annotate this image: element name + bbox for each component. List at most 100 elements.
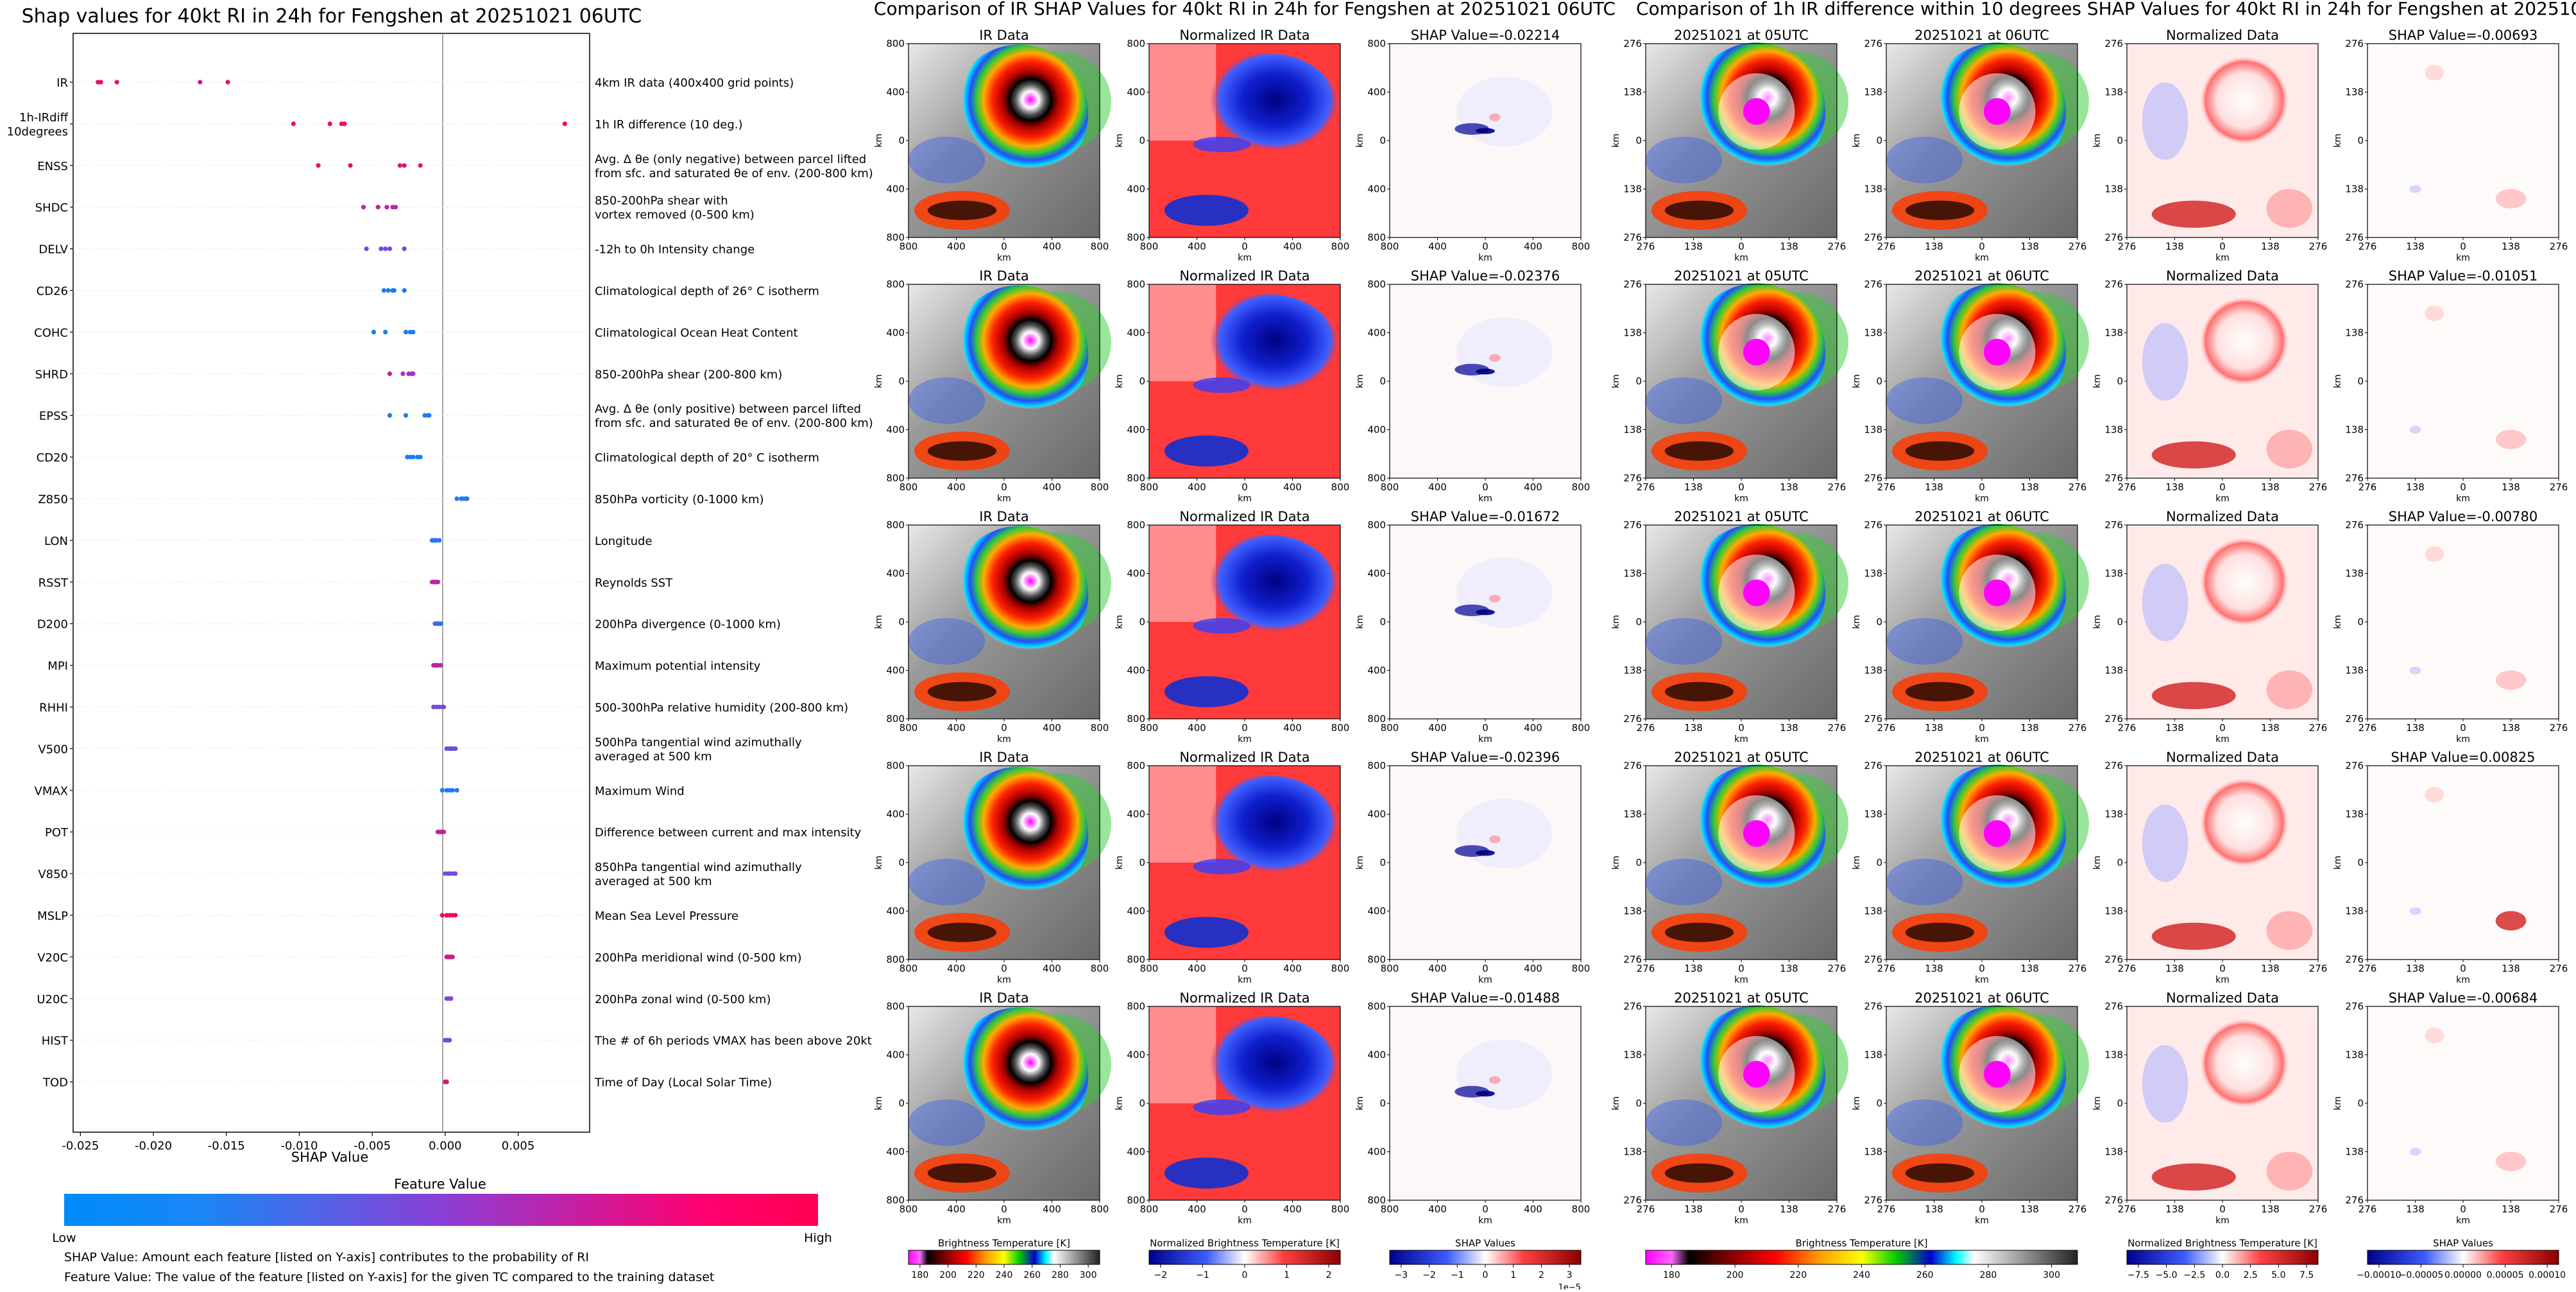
y-tick-label: 400 <box>1367 184 1386 195</box>
colorbar-tick-label: 220 <box>968 1270 985 1280</box>
x-tick-label: 0 <box>2219 722 2226 734</box>
x-axis-label: km <box>1238 253 1252 263</box>
y-tick-label: 800 <box>886 954 905 965</box>
shap-negative-core <box>1476 368 1495 375</box>
cloud-band-core <box>1905 1163 1975 1183</box>
y-tick-label: 800 <box>886 38 905 49</box>
y-tick-label: 138 <box>1623 184 1642 195</box>
y-tick-label: 0 <box>1876 375 1882 387</box>
colorbar <box>1389 1250 1582 1265</box>
y-axis-label: km <box>2092 374 2103 388</box>
x-tick-label: 138 <box>2502 241 2520 252</box>
x-tick-label: 800 <box>900 481 918 493</box>
diff-norm-ring <box>2172 530 2303 660</box>
x-tick-label: -0.010 <box>280 1139 318 1153</box>
x-tick-label: 0 <box>1979 1203 1985 1215</box>
y-tick-label: 276 <box>1623 279 1642 290</box>
x-axis-label: km <box>1734 253 1748 263</box>
feature-name-line: D200 <box>37 618 68 632</box>
eye <box>1983 98 2011 125</box>
x-tick-label: 400 <box>1043 481 1061 493</box>
x-tick-label: 0 <box>1241 1203 1248 1215</box>
feature-description-line: 200hPa zonal wind (0-500 km) <box>595 993 771 1006</box>
x-tick-label: 400 <box>1283 481 1302 493</box>
feature-name: V20C <box>37 951 68 965</box>
y-tick-label: 276 <box>2345 1194 2364 1206</box>
feature-name: CD26 <box>37 285 68 298</box>
feature-description-line: Climatological depth of 20° C isotherm <box>595 451 819 465</box>
colorbar-tick-label: −3 <box>1395 1270 1408 1280</box>
ir-diff-comparison-panel: Comparison of 1h IR difference within 10… <box>1611 0 2576 1280</box>
shap-value-note: SHAP Value: Amount each feature [listed … <box>64 1250 589 1264</box>
x-tick-label: 0.000 <box>429 1139 462 1153</box>
x-axis-label: km <box>997 494 1011 504</box>
x-tick-label: 138 <box>2165 481 2184 493</box>
diff-shap-hotspot <box>2495 429 2527 449</box>
tile-title: 20251021 at 05UTC <box>1674 509 1809 524</box>
x-tick-label: 0 <box>2219 241 2226 252</box>
feature-name: LON <box>44 535 68 548</box>
y-tick-label: 276 <box>1623 519 1642 531</box>
shap-point <box>465 496 470 501</box>
tile-title: 20251021 at 06UTC <box>1915 28 2049 43</box>
x-tick-label: 138 <box>2165 1203 2184 1215</box>
x-tick-label: 800 <box>1381 241 1399 252</box>
x-tick-label: 138 <box>1684 1203 1703 1215</box>
feature-name: RHHI <box>39 702 68 715</box>
x-tick-label: 276 <box>2358 963 2377 974</box>
colorbar-tick-label: 180 <box>1663 1270 1680 1280</box>
x-axis-label: km <box>1975 734 1989 745</box>
x-tick-label: 138 <box>1684 241 1703 252</box>
feature-name-line: COHC <box>34 326 68 340</box>
feature-name-line: LON <box>44 535 68 548</box>
x-tick-label: 138 <box>1780 481 1798 493</box>
x-tick-label: 138 <box>1684 481 1703 493</box>
tile-title: Normalized IR Data <box>1179 750 1309 765</box>
colorbar-tick-label: 7.5 <box>2299 1270 2314 1280</box>
y-tick-label: 276 <box>1864 232 1882 243</box>
feature-description-line: -12h to 0h Intensity change <box>595 243 755 257</box>
y-tick-label: 0 <box>1379 375 1386 387</box>
shap-point <box>435 580 441 585</box>
colorbar-tick-label: 0 <box>1242 1270 1248 1280</box>
cloud-band-core <box>927 441 997 461</box>
colorbar-tick-label: 260 <box>1023 1270 1041 1280</box>
y-tick-label: 138 <box>1864 87 1882 98</box>
feature-description: 200hPa divergence (0-1000 km) <box>595 618 781 632</box>
storm-core <box>950 1007 1089 1145</box>
x-axis-label: km <box>1478 253 1492 263</box>
tile-title: Normalized Data <box>2166 268 2279 284</box>
colorbar <box>908 1250 1100 1265</box>
colorbar-tick-label: 2 <box>1539 1270 1544 1280</box>
x-axis-label: km <box>1238 734 1252 745</box>
shap-x-axis-label: SHAP Value <box>291 1150 369 1165</box>
x-tick-label: 0 <box>1241 722 1248 734</box>
feature-name-line: V20C <box>37 951 68 965</box>
y-tick-label: 0 <box>1635 375 1642 387</box>
y-tick-label: 0 <box>2357 1098 2364 1109</box>
shap-point <box>384 205 389 210</box>
y-tick-label: 0 <box>1379 857 1386 868</box>
y-tick-label: 276 <box>1864 1001 1882 1012</box>
feature-name-line: U20C <box>37 993 68 1006</box>
x-tick-label: 800 <box>1331 722 1350 734</box>
y-tick-label: 800 <box>1127 279 1145 290</box>
y-tick-label: 0 <box>1139 135 1145 146</box>
y-tick-label: 400 <box>1127 184 1145 195</box>
diff-panel-title: Comparison of 1h IR difference within 10… <box>1636 0 2576 19</box>
y-tick-label: 276 <box>1864 713 1882 725</box>
shap-point <box>427 413 432 418</box>
x-tick-label: -0.020 <box>135 1139 172 1153</box>
x-tick-label: 0 <box>2219 963 2226 974</box>
x-tick-label: 400 <box>1283 1203 1302 1215</box>
x-tick-label: 400 <box>1524 1203 1542 1215</box>
diff-norm-ring <box>2172 770 2303 901</box>
x-tick-label: 276 <box>2550 481 2568 493</box>
x-tick-label: 400 <box>1043 963 1061 974</box>
y-tick-label: 400 <box>1127 809 1145 820</box>
y-tick-label: 0 <box>2357 616 2364 628</box>
normalized-south-band <box>1164 194 1249 226</box>
feature-description-line: 850hPa vorticity (0-1000 km) <box>595 493 764 506</box>
